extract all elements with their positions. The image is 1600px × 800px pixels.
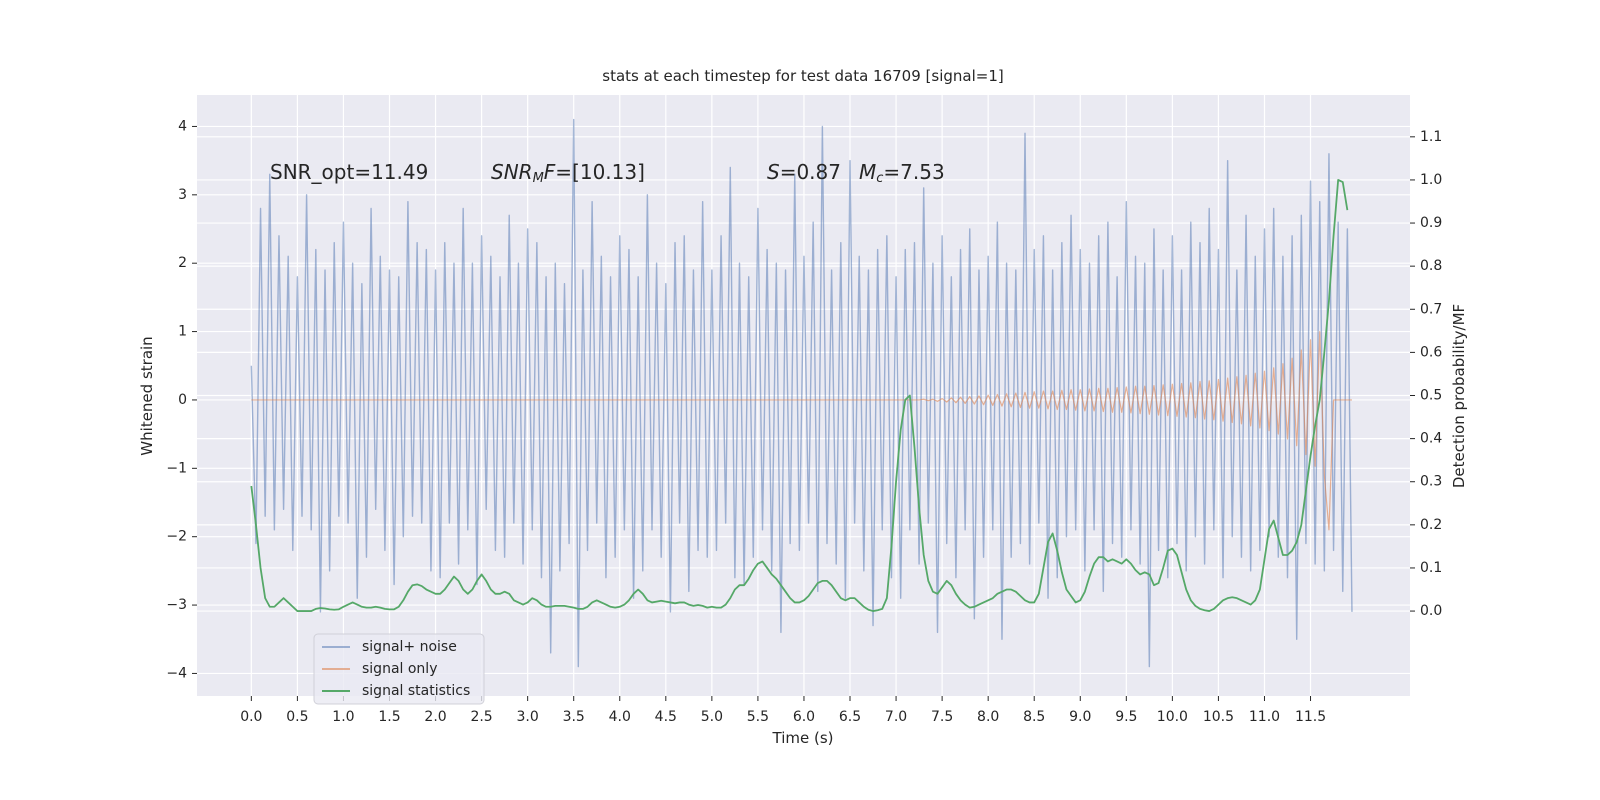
annotation: SNR_opt=11.49	[270, 160, 428, 184]
x-tick-label: 1.5	[378, 709, 400, 725]
x-tick-label: 5.5	[747, 709, 769, 725]
annotation-subscript: M	[533, 171, 544, 186]
y2-tick-label: 1.1	[1420, 129, 1442, 145]
x-tick-label: 10.5	[1203, 709, 1234, 725]
annotation-text: S	[767, 160, 780, 184]
x-tick-label: 0.0	[240, 709, 262, 725]
x-tick-label: 6.0	[793, 709, 815, 725]
x-axis-label: Time (s)	[772, 729, 834, 747]
x-tick-label: 4.0	[609, 709, 631, 725]
y2-tick-label: 0.9	[1420, 215, 1442, 231]
y2-tick-label: 0.7	[1420, 301, 1442, 317]
x-tick-label: 3.0	[517, 709, 539, 725]
y-axis-label: Whitened strain	[138, 336, 156, 455]
legend-label: signal statistics	[362, 683, 470, 699]
legend-label: signal+ noise	[362, 639, 457, 655]
annotation-text: SNR_opt=11.49	[270, 160, 428, 184]
x-tick-label: 2.5	[470, 709, 492, 725]
legend-box	[313, 633, 485, 705]
y2-tick-label: 1.0	[1420, 172, 1442, 188]
y2-axis-label: Detection probability/MF	[1450, 304, 1468, 488]
x-tick-label: 8.5	[1023, 709, 1045, 725]
y-tick-label: −2	[166, 529, 187, 545]
x-tick-label: 0.5	[286, 709, 308, 725]
marks	[250, 118, 1353, 668]
y-tick-label: 1	[178, 324, 187, 340]
annotation-subscript: c	[876, 171, 883, 186]
annotation: Mc=7.53	[859, 160, 945, 186]
y-tick-label: 2	[178, 255, 187, 271]
x-tick-label: 3.5	[563, 709, 585, 725]
x-tick-label: 9.5	[1115, 709, 1137, 725]
x-tick-label: 10.0	[1157, 709, 1188, 725]
x-tick-label: 7.0	[885, 709, 907, 725]
x-tick-label: 2.0	[424, 709, 446, 725]
y2-tick-label: 0.5	[1420, 388, 1442, 404]
annotation-text: M	[859, 160, 876, 184]
x-tick-label: 6.5	[839, 709, 861, 725]
x-tick-label: 5.0	[701, 709, 723, 725]
y-tick-label: 0	[178, 392, 187, 408]
series-line	[251, 330, 1352, 531]
series-line	[250, 118, 1353, 668]
legend-label: signal only	[362, 661, 437, 677]
annotation-text: =0.87	[780, 160, 841, 184]
y-tick-label: 4	[178, 118, 187, 134]
annotation-text: SNR	[491, 160, 533, 184]
annotation-text: F	[544, 160, 556, 184]
annotation: SNRMF=[10.13]	[491, 160, 645, 186]
x-tick-label: 11.5	[1295, 709, 1326, 725]
annotation-text: =7.53	[883, 160, 944, 184]
y2-tick-label: 0.2	[1420, 517, 1442, 533]
y-tick-label: −3	[166, 597, 187, 613]
y2-tick-label: 0.3	[1420, 474, 1442, 490]
y2-tick-label: 0.4	[1420, 431, 1442, 447]
x-tick-label: 4.5	[655, 709, 677, 725]
x-tick-label: 7.5	[931, 709, 953, 725]
x-tick-label: 8.0	[977, 709, 999, 725]
x-tick-label: 11.0	[1249, 709, 1280, 725]
annotation: S=0.87	[767, 160, 841, 184]
y2-tick-label: 0.8	[1420, 258, 1442, 274]
y2-tick-label: 0.6	[1420, 344, 1442, 360]
y-tick-label: −1	[166, 460, 187, 476]
annotation-text: =[10.13]	[555, 160, 645, 184]
legend: signal+ noise signal only signal statistic…	[313, 633, 485, 705]
series-line	[250, 179, 1349, 612]
y2-tick-label: 0.1	[1420, 560, 1442, 576]
chart-title: stats at each timestep for test data 167…	[602, 67, 1003, 85]
axes: 0.0 0.5 1.0 1.5 2.0 2.5 3.0 3.5 4.0 4.5 5.0 5.5 6.0 6…	[166, 118, 1442, 725]
x-tick-label: 9.0	[1069, 709, 1091, 725]
x-tick-label: 1.0	[332, 709, 354, 725]
y-tick-label: −4	[166, 665, 187, 681]
y2-tick-label: 0.0	[1420, 603, 1442, 619]
y-tick-label: 3	[178, 187, 187, 203]
